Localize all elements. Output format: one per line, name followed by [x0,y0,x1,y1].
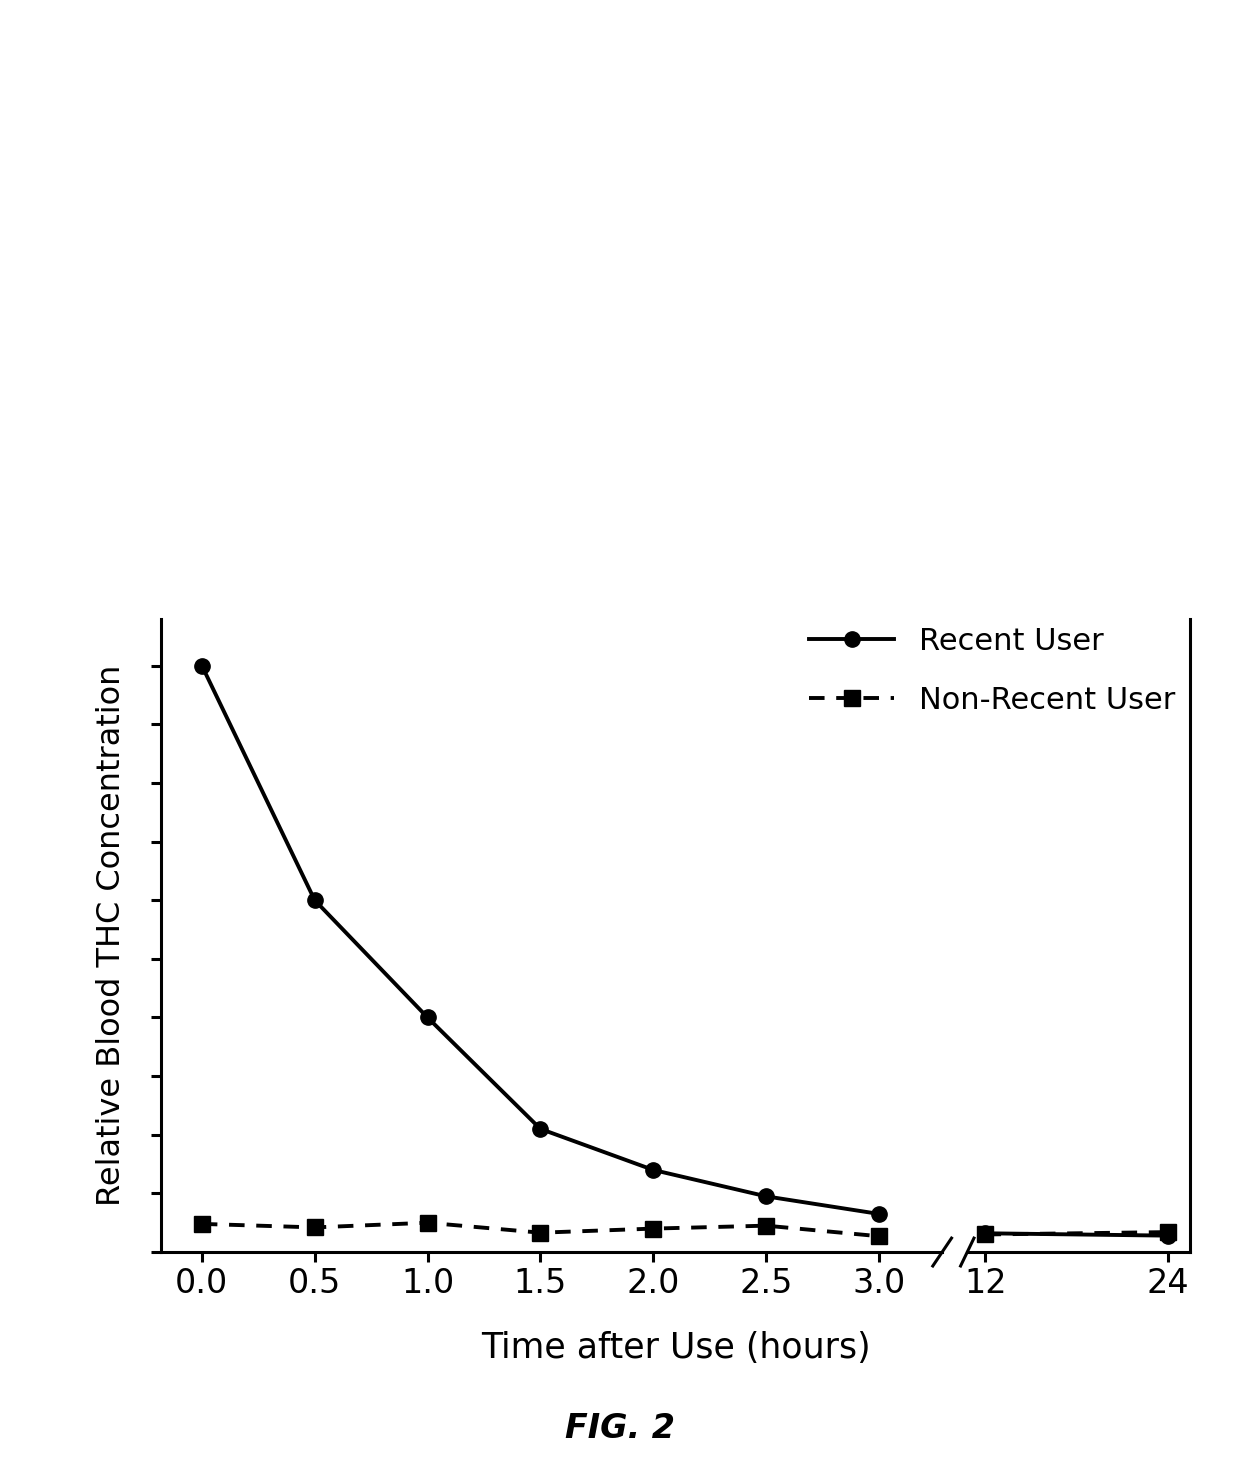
Text: FIG. 2: FIG. 2 [565,1413,675,1445]
Y-axis label: Relative Blood THC Concentration: Relative Blood THC Concentration [97,664,128,1206]
Text: Time after Use (hours): Time after Use (hours) [481,1330,870,1365]
Legend: Recent User, Non-Recent User: Recent User, Non-Recent User [808,626,1176,714]
